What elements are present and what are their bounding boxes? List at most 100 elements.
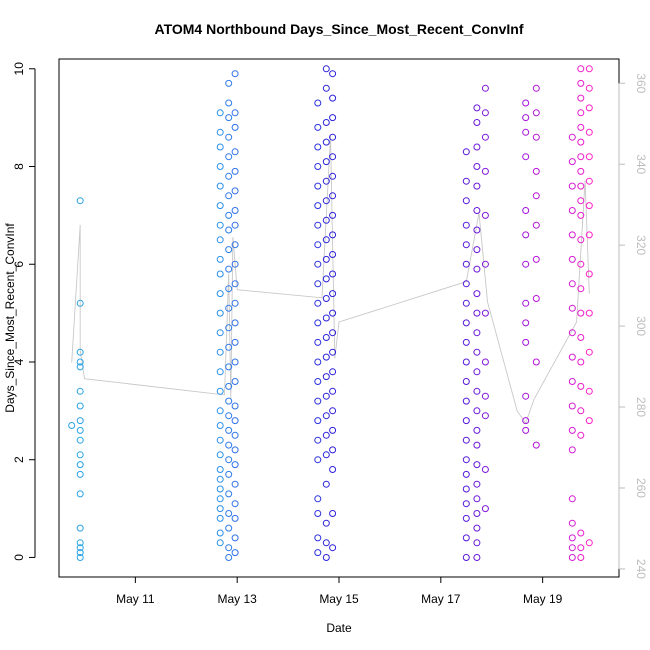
data-point: [522, 231, 530, 239]
data-point: [225, 524, 233, 532]
data-point: [225, 285, 233, 293]
data-point: [329, 348, 337, 356]
data-point: [481, 358, 489, 366]
data-point: [585, 417, 593, 425]
data-point: [329, 172, 337, 180]
data-point: [568, 519, 576, 527]
data-point: [532, 167, 540, 175]
data-point: [322, 480, 330, 488]
data-point: [462, 241, 470, 249]
data-point: [481, 167, 489, 175]
data-point: [231, 280, 239, 288]
data-point: [577, 65, 585, 73]
y2-tick-label: 300: [634, 316, 648, 336]
data-point: [216, 221, 224, 229]
data-point: [225, 133, 233, 141]
data-point: [216, 505, 224, 513]
data-point: [314, 221, 322, 229]
data-point: [216, 236, 224, 244]
data-point: [225, 153, 233, 161]
data-point: [329, 387, 337, 395]
data-point: [473, 265, 481, 273]
data-point: [216, 387, 224, 395]
data-point: [462, 554, 470, 561]
data-point: [322, 255, 330, 263]
data-point: [473, 368, 481, 376]
data-point: [225, 397, 233, 405]
data-point: [577, 309, 585, 317]
y2-tick-label: 260: [634, 478, 648, 498]
data-point: [473, 554, 481, 561]
data-point: [568, 446, 576, 454]
data-point: [577, 197, 585, 205]
data-point: [473, 480, 481, 488]
data-point: [314, 495, 322, 503]
data-point: [322, 353, 330, 361]
data-point: [532, 255, 540, 263]
data-point: [585, 539, 593, 547]
data-point: [225, 544, 233, 552]
data-point: [585, 202, 593, 210]
data-point: [473, 182, 481, 190]
data-point: [585, 128, 593, 136]
data-point: [473, 524, 481, 532]
data-point: [225, 426, 233, 434]
data-point: [585, 177, 593, 185]
data-point: [462, 221, 470, 229]
data-point: [216, 309, 224, 317]
data-point: [314, 378, 322, 385]
data-point: [522, 114, 530, 122]
data-point: [329, 309, 337, 317]
data-point: [225, 211, 233, 219]
data-point: [314, 280, 322, 288]
data-point: [76, 549, 84, 557]
data-point: [231, 70, 239, 78]
data-point: [216, 202, 224, 210]
y-tick-label: 4: [12, 358, 26, 365]
data-point: [568, 304, 576, 312]
data-point: [322, 177, 330, 185]
x-tick-label: May 19: [523, 592, 563, 606]
data-point: [329, 133, 337, 141]
data-point: [577, 544, 585, 552]
data-point: [76, 197, 84, 205]
y-axis: 0 2 4 6 8 10: [12, 62, 36, 561]
data-point: [568, 329, 576, 337]
data-point: [76, 436, 84, 444]
data-point: [231, 319, 239, 327]
y2-axis: 240 260 280 300 320 340 360: [618, 73, 648, 579]
data-point: [225, 99, 233, 107]
y2-tick-label: 240: [634, 559, 648, 579]
data-point: [577, 407, 585, 415]
data-point: [568, 378, 576, 385]
data-point: [76, 470, 84, 478]
data-point: [216, 451, 224, 459]
data-point: [532, 84, 540, 92]
data-point: [577, 167, 585, 175]
data-point: [481, 392, 489, 400]
data-point: [231, 241, 239, 249]
data-point: [577, 94, 585, 102]
data-point: [216, 270, 224, 278]
data-point: [314, 417, 322, 425]
data-point: [225, 363, 233, 371]
data-point: [322, 373, 330, 381]
data-point: [322, 197, 330, 205]
y-ticks: 0 2 4 6 8 10: [12, 62, 35, 561]
data-point: [568, 426, 576, 434]
data-point: [577, 109, 585, 117]
data-point: [225, 490, 233, 498]
data-point: [322, 236, 330, 244]
data-point: [473, 207, 481, 214]
data-point: [522, 128, 530, 136]
x-axis: May 11 May 13 May 15 May 17 May 19: [116, 576, 563, 606]
data-point: [314, 202, 322, 210]
data-point: [473, 143, 481, 151]
data-point: [314, 436, 322, 444]
data-point: [216, 368, 224, 376]
data-point: [481, 260, 489, 268]
data-point: [225, 226, 233, 234]
data-point: [225, 246, 233, 254]
data-point: [473, 163, 481, 170]
data-point: [473, 348, 481, 356]
